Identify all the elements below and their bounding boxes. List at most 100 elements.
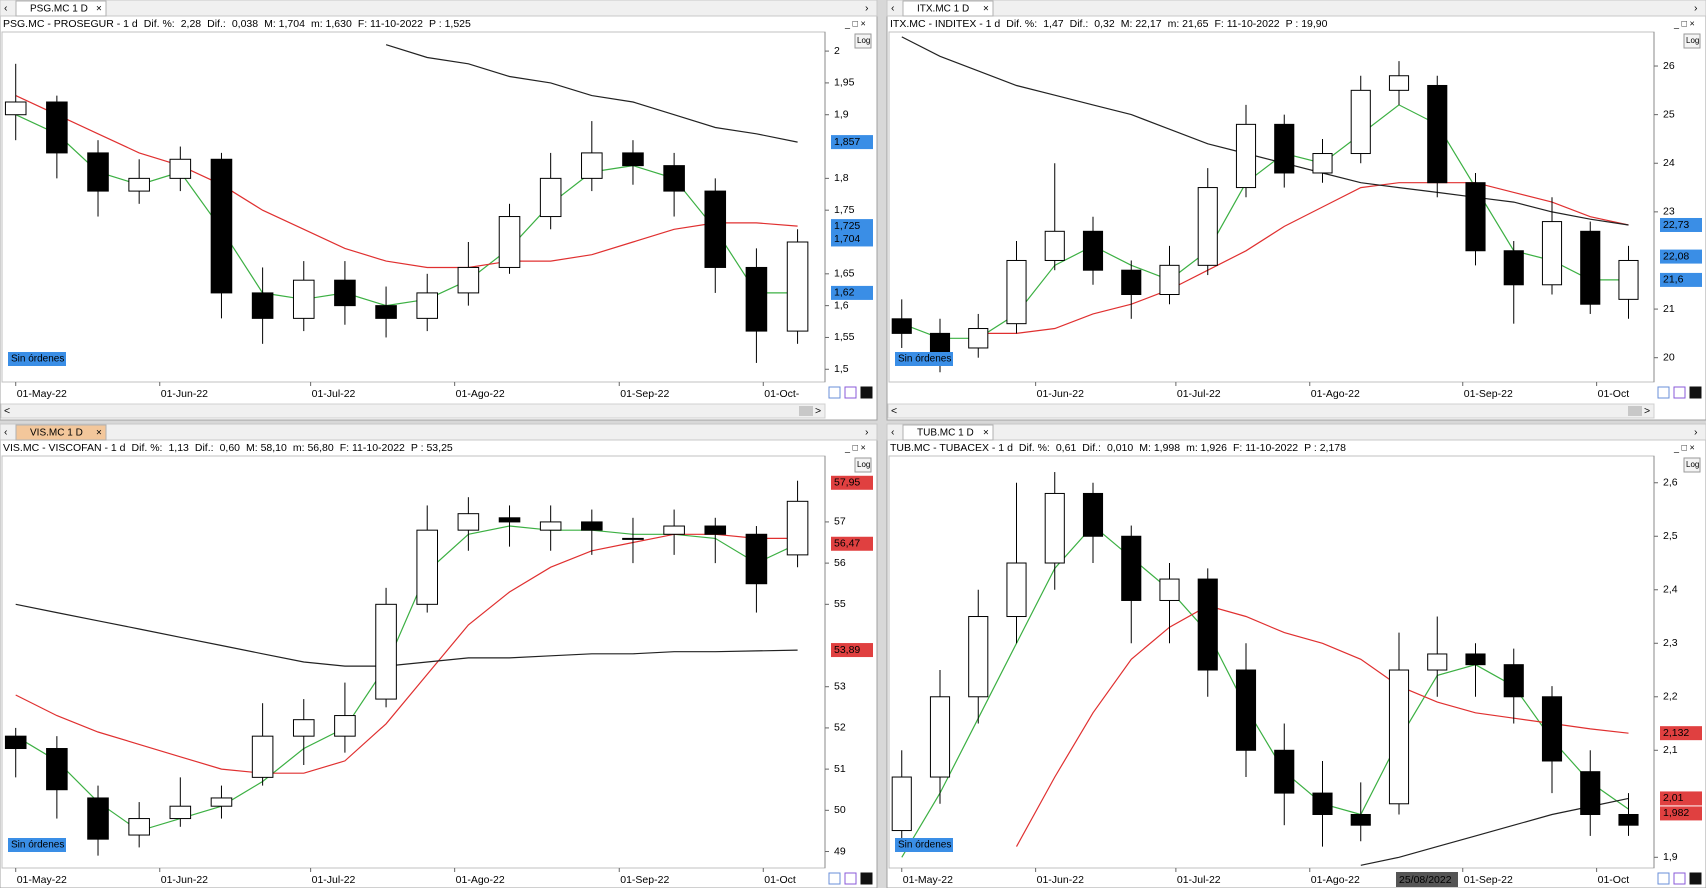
scroll-thumb[interactable] <box>799 406 813 416</box>
corner-icon[interactable] <box>860 386 873 399</box>
tab-label[interactable]: TUB.MC 1 D <box>917 428 974 439</box>
corner-icon[interactable] <box>860 872 873 885</box>
tab-close[interactable]: × <box>96 4 102 15</box>
candle-body <box>1006 562 1027 618</box>
info-text: Dif.: <box>1082 442 1101 454</box>
price-badge-label: 56,47 <box>834 538 860 550</box>
log-button[interactable] <box>854 457 872 473</box>
y-tick-label: 2,2 <box>1663 691 1678 703</box>
price-badge <box>831 219 873 234</box>
tab-close[interactable]: × <box>983 4 989 15</box>
x-tick-label: 01-Ago-22 <box>1311 388 1360 400</box>
info-text: F: 11-10-2022 <box>1233 442 1298 454</box>
tab[interactable] <box>15 0 107 17</box>
scroll-arrow[interactable]: < <box>4 405 10 417</box>
candle-body <box>1465 182 1486 252</box>
info-text: Dif.: <box>207 18 226 30</box>
corner-icon[interactable] <box>1673 386 1686 399</box>
tab-arrow: › <box>1694 2 1698 14</box>
candle-body <box>1235 669 1257 751</box>
moving-average <box>978 182 1629 334</box>
log-label[interactable]: Log <box>1686 36 1699 45</box>
tab[interactable] <box>15 424 107 441</box>
window-buttons[interactable]: _ □ × <box>1673 18 1695 28</box>
price-badge <box>831 135 873 150</box>
log-button[interactable] <box>1683 33 1701 49</box>
tab-label[interactable]: PSG.MC 1 D <box>30 4 88 15</box>
window-buttons[interactable]: _ □ × <box>1673 442 1695 452</box>
y-tick-label: 2 <box>834 45 840 57</box>
log-label[interactable]: Log <box>857 36 870 45</box>
log-label[interactable]: Log <box>857 460 870 469</box>
candle-body <box>1121 535 1142 601</box>
info-text: M: 22,17 <box>1121 18 1162 30</box>
candle-body <box>1427 653 1448 671</box>
candle-body <box>539 177 562 218</box>
y-tick-label: 55 <box>834 598 846 610</box>
price-badge-label: 53,89 <box>834 644 860 656</box>
info-text: P : 1,525 <box>429 18 471 30</box>
candle-body <box>745 266 768 332</box>
candle-body <box>4 735 27 750</box>
scrollbar[interactable] <box>0 403 826 419</box>
window-buttons[interactable]: _ □ × <box>844 18 866 28</box>
info-text: M: 1,704 <box>264 18 305 30</box>
log-button[interactable] <box>1683 457 1701 473</box>
info-text: m: 1,926 <box>1186 442 1227 454</box>
tab-bar <box>886 0 1706 17</box>
y-tick-label: 2,1 <box>1663 744 1678 756</box>
info-text: Dif. %: <box>1006 18 1037 30</box>
corner-icon[interactable] <box>1657 386 1670 399</box>
tab[interactable] <box>902 0 994 17</box>
corner-icon[interactable] <box>1689 872 1702 885</box>
corner-icon[interactable] <box>828 386 841 399</box>
y-tick-label: 23 <box>1663 206 1675 218</box>
corner-icon[interactable] <box>844 386 857 399</box>
log-button[interactable] <box>854 33 872 49</box>
x-tick-label: 01-Oct <box>1598 388 1630 400</box>
scroll-arrow[interactable]: > <box>1644 405 1650 417</box>
candle-body <box>87 152 109 192</box>
corner-icon[interactable] <box>844 872 857 885</box>
candle-body <box>1159 578 1180 601</box>
y-tick-label: 49 <box>834 845 846 857</box>
candle-body <box>539 521 562 531</box>
scrollbar[interactable] <box>887 403 1655 419</box>
candle-body <box>1388 75 1410 91</box>
scroll-thumb[interactable] <box>1628 406 1642 416</box>
tab-label[interactable]: VIS.MC 1 D <box>30 428 83 439</box>
candle-body <box>1541 696 1563 762</box>
candle-body <box>968 328 989 349</box>
corner-icon[interactable] <box>1657 872 1670 885</box>
plot-area <box>888 455 1655 869</box>
price-badge-label: 21,6 <box>1663 274 1684 286</box>
x-tick-label: 01-Ago-22 <box>456 388 505 400</box>
tab-close[interactable]: × <box>96 428 102 439</box>
y-tick-label: 2,4 <box>1663 584 1678 596</box>
scroll-arrow[interactable]: > <box>815 405 821 417</box>
y-tick-label: 51 <box>834 763 846 775</box>
y-tick-label: 1,95 <box>834 77 855 89</box>
tab-close[interactable]: × <box>983 428 989 439</box>
candle-body <box>1618 813 1639 826</box>
scroll-arrow[interactable]: < <box>891 405 897 417</box>
candle-body <box>1350 813 1371 826</box>
corner-icon[interactable] <box>828 872 841 885</box>
corner-icon[interactable] <box>1673 872 1686 885</box>
x-tick-label: 01-Jun-22 <box>1037 388 1084 400</box>
price-badge <box>831 475 873 490</box>
y-tick-label: 2,5 <box>1663 530 1678 542</box>
log-label[interactable]: Log <box>1686 460 1699 469</box>
x-tick-label: 01-Oct <box>1598 874 1630 886</box>
price-badge <box>1660 726 1702 741</box>
candle-body <box>128 177 150 192</box>
tab-label[interactable]: ITX.MC 1 D <box>917 4 969 15</box>
tab-arrow: › <box>865 426 869 438</box>
plot-area <box>888 31 1655 383</box>
tab[interactable] <box>902 424 994 441</box>
candle-body <box>1541 221 1563 286</box>
corner-icon[interactable] <box>1689 386 1702 399</box>
window-buttons[interactable]: _ □ × <box>844 442 866 452</box>
status-badge <box>8 352 66 366</box>
